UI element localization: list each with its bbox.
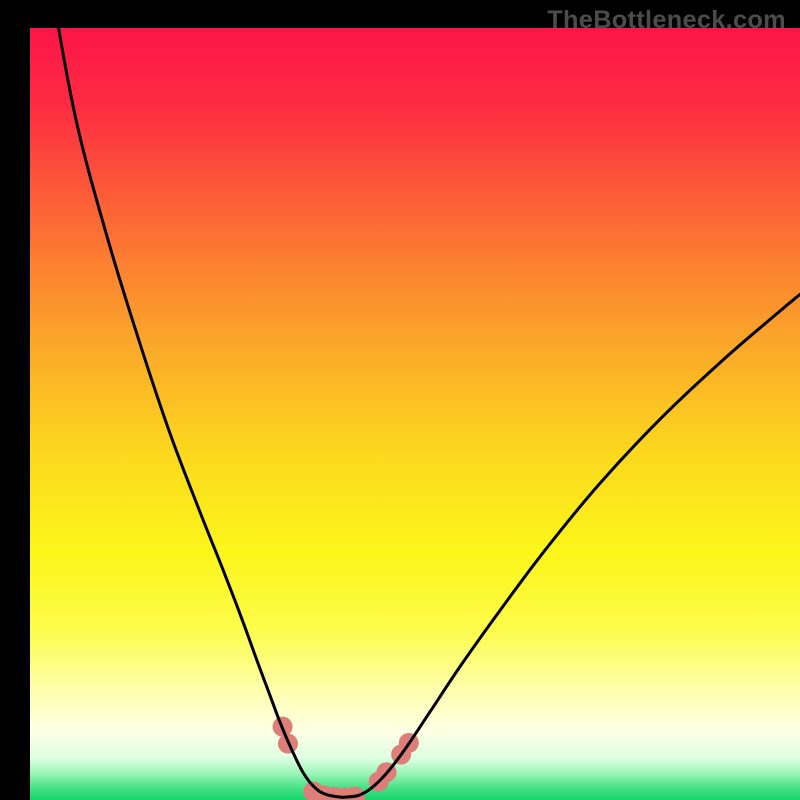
watermark-text: TheBottleneck.com (547, 6, 786, 35)
bottleneck-chart (0, 0, 800, 800)
chart-container: TheBottleneck.com (0, 0, 800, 800)
plot-background (30, 28, 800, 800)
